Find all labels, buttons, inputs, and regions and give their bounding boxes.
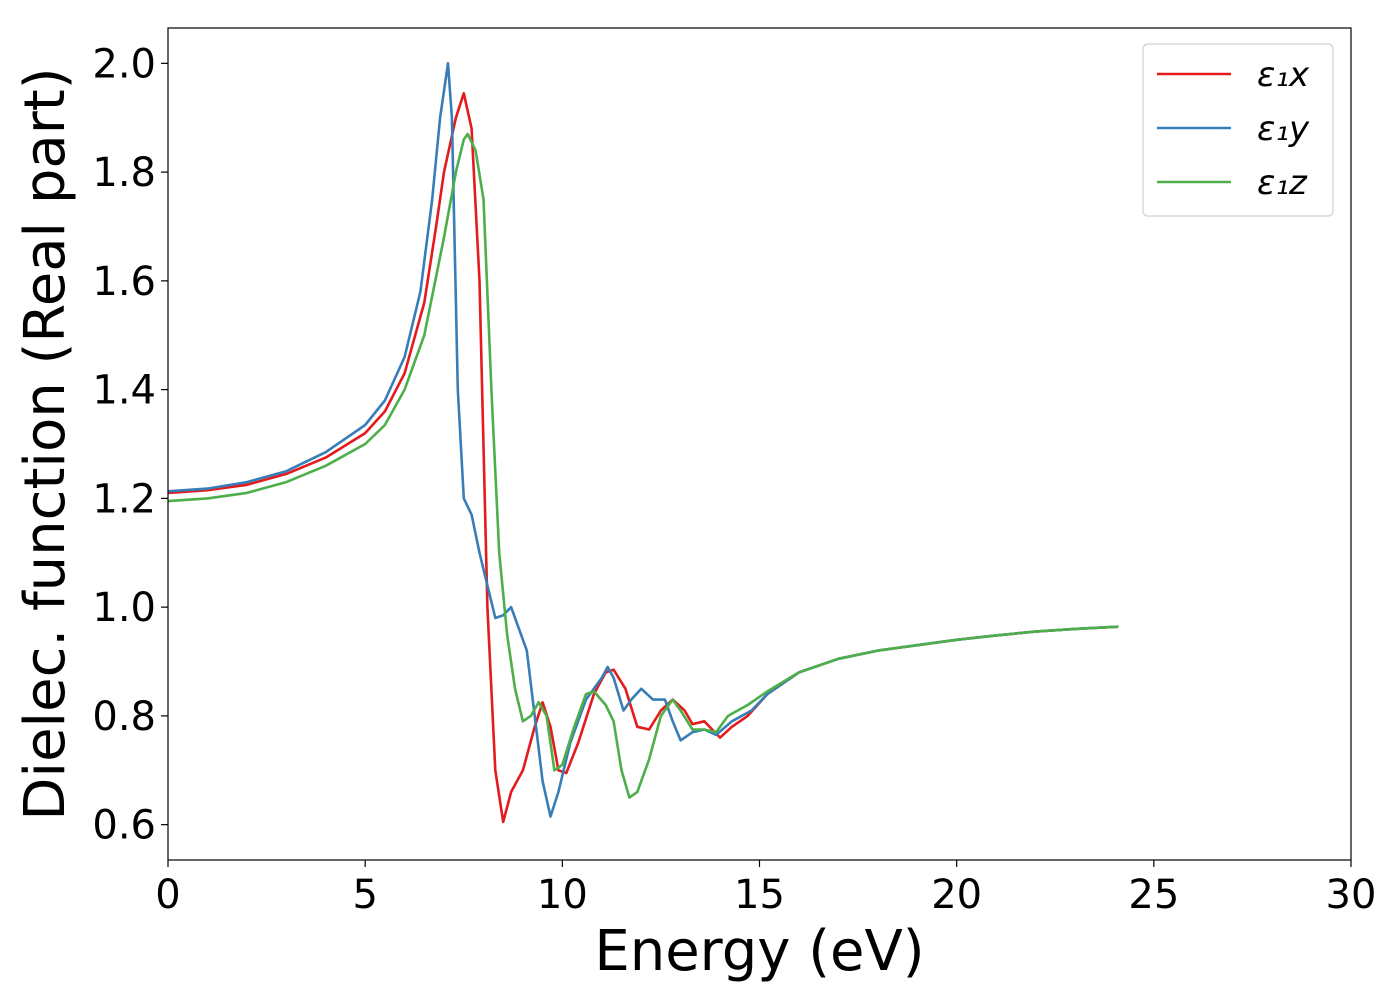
x-tick-label: 15 — [734, 872, 785, 918]
legend-label: ε₁y — [1257, 109, 1310, 149]
x-tick-label: 10 — [537, 872, 588, 918]
y-tick-label: 1.8 — [92, 150, 156, 196]
x-tick-label: 20 — [931, 872, 982, 918]
y-axis-ticks: 0.6 0.8 1.0 1.2 1.4 1.6 1.8 2.0 — [92, 41, 168, 849]
series-line-3 — [167, 132, 1119, 799]
x-tick-label: 25 — [1128, 872, 1179, 918]
y-tick-label: 0.8 — [92, 694, 156, 740]
series-layer — [167, 62, 1119, 824]
legend-label: ε₁z — [1257, 163, 1308, 203]
x-tick-label: 5 — [352, 872, 377, 918]
y-axis-title: Dielec. function (Real part) — [13, 67, 78, 820]
y-tick-label: 1.6 — [92, 259, 156, 305]
x-axis-ticks: 0 5 10 15 20 25 30 — [155, 860, 1376, 918]
y-tick-label: 1.2 — [92, 476, 156, 522]
legend-label: ε₁x — [1257, 55, 1310, 95]
series-line-1 — [167, 92, 1119, 824]
x-tick-label: 0 — [155, 872, 180, 918]
y-tick-label: 1.0 — [92, 585, 156, 631]
legend-box — [1142, 43, 1334, 217]
y-tick-label: 1.4 — [92, 368, 156, 414]
x-tick-label: 30 — [1326, 872, 1377, 918]
series-line-2 — [167, 62, 1119, 818]
x-axis-title: Energy (eV) — [594, 919, 924, 984]
legend: ε₁x ε₁y ε₁z — [1142, 43, 1334, 217]
y-tick-label: 0.6 — [92, 803, 156, 849]
y-tick-label: 2.0 — [92, 41, 156, 87]
